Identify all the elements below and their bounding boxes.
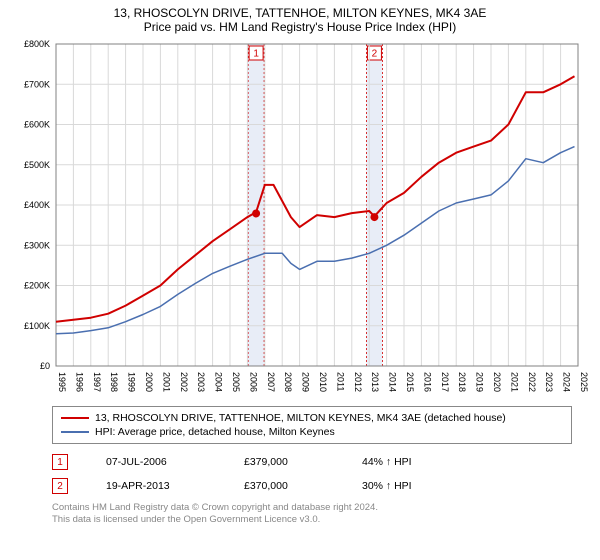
svg-text:2023: 2023 <box>544 372 554 392</box>
legend-item: HPI: Average price, detached house, Milt… <box>61 425 563 439</box>
svg-text:£0: £0 <box>40 361 50 371</box>
chart-subtitle: Price paid vs. HM Land Registry's House … <box>12 20 588 34</box>
svg-text:£700K: £700K <box>24 79 50 89</box>
svg-text:£200K: £200K <box>24 281 50 291</box>
svg-text:£500K: £500K <box>24 160 50 170</box>
legend-label: HPI: Average price, detached house, Milt… <box>95 426 335 438</box>
svg-text:1998: 1998 <box>109 372 119 392</box>
svg-text:2008: 2008 <box>283 372 293 392</box>
svg-text:2010: 2010 <box>318 372 328 392</box>
sale-marker-icon: 2 <box>52 478 68 494</box>
svg-text:2017: 2017 <box>440 372 450 392</box>
svg-text:2019: 2019 <box>475 372 485 392</box>
legend-swatch <box>61 417 89 419</box>
svg-text:£300K: £300K <box>24 240 50 250</box>
legend-item: 13, RHOSCOLYN DRIVE, TATTENHOE, MILTON K… <box>61 411 563 425</box>
svg-text:£600K: £600K <box>24 120 50 130</box>
sale-date: 07-JUL-2006 <box>106 456 206 468</box>
svg-text:£400K: £400K <box>24 200 50 210</box>
svg-text:2006: 2006 <box>248 372 258 392</box>
svg-text:2011: 2011 <box>335 372 345 391</box>
svg-text:2013: 2013 <box>370 372 380 392</box>
sale-diff: 30% ↑ HPI <box>362 480 462 492</box>
sale-diff: 44% ↑ HPI <box>362 456 462 468</box>
svg-text:1995: 1995 <box>57 372 67 392</box>
svg-text:2020: 2020 <box>492 372 502 392</box>
svg-text:1996: 1996 <box>74 372 84 392</box>
svg-text:£800K: £800K <box>24 39 50 49</box>
sale-date: 19-APR-2013 <box>106 480 206 492</box>
sale-marker-icon: 1 <box>52 454 68 470</box>
svg-text:2: 2 <box>372 49 378 60</box>
svg-text:1999: 1999 <box>127 372 137 392</box>
svg-text:2000: 2000 <box>144 372 154 392</box>
footer-line: Contains HM Land Registry data © Crown c… <box>52 502 572 514</box>
svg-text:2015: 2015 <box>405 372 415 392</box>
sale-price: £379,000 <box>244 456 324 468</box>
svg-text:2003: 2003 <box>196 372 206 392</box>
svg-text:2002: 2002 <box>179 372 189 392</box>
sale-row: 1 07-JUL-2006 £379,000 44% ↑ HPI <box>52 452 572 476</box>
chart-title: 13, RHOSCOLYN DRIVE, TATTENHOE, MILTON K… <box>12 6 588 20</box>
svg-text:2021: 2021 <box>509 372 519 392</box>
sale-price: £370,000 <box>244 480 324 492</box>
svg-text:2024: 2024 <box>562 372 572 392</box>
svg-text:2025: 2025 <box>579 372 588 392</box>
svg-text:2005: 2005 <box>231 372 241 392</box>
svg-text:2004: 2004 <box>214 372 224 392</box>
svg-text:2022: 2022 <box>527 372 537 392</box>
svg-text:1: 1 <box>253 49 259 60</box>
sale-row: 2 19-APR-2013 £370,000 30% ↑ HPI <box>52 476 572 500</box>
footer-attribution: Contains HM Land Registry data © Crown c… <box>52 502 572 527</box>
legend-label: 13, RHOSCOLYN DRIVE, TATTENHOE, MILTON K… <box>95 412 506 424</box>
svg-text:2016: 2016 <box>422 372 432 392</box>
svg-text:2018: 2018 <box>457 372 467 392</box>
sales-table: 1 07-JUL-2006 £379,000 44% ↑ HPI 2 19-APR-201… <box>52 452 572 500</box>
svg-text:£100K: £100K <box>24 321 50 331</box>
legend-swatch <box>61 431 89 433</box>
legend: 13, RHOSCOLYN DRIVE, TATTENHOE, MILTON K… <box>52 406 572 444</box>
svg-text:2007: 2007 <box>266 372 276 392</box>
price-chart: 1 2 £0 £100K £200K £300K £400K £500K £600K £700K £… <box>12 38 588 400</box>
svg-text:2012: 2012 <box>353 372 363 392</box>
svg-text:2001: 2001 <box>161 372 171 392</box>
footer-line: This data is licensed under the Open Gov… <box>52 514 572 526</box>
svg-text:2009: 2009 <box>301 372 311 392</box>
svg-text:2014: 2014 <box>388 372 398 392</box>
svg-text:1997: 1997 <box>92 372 102 392</box>
